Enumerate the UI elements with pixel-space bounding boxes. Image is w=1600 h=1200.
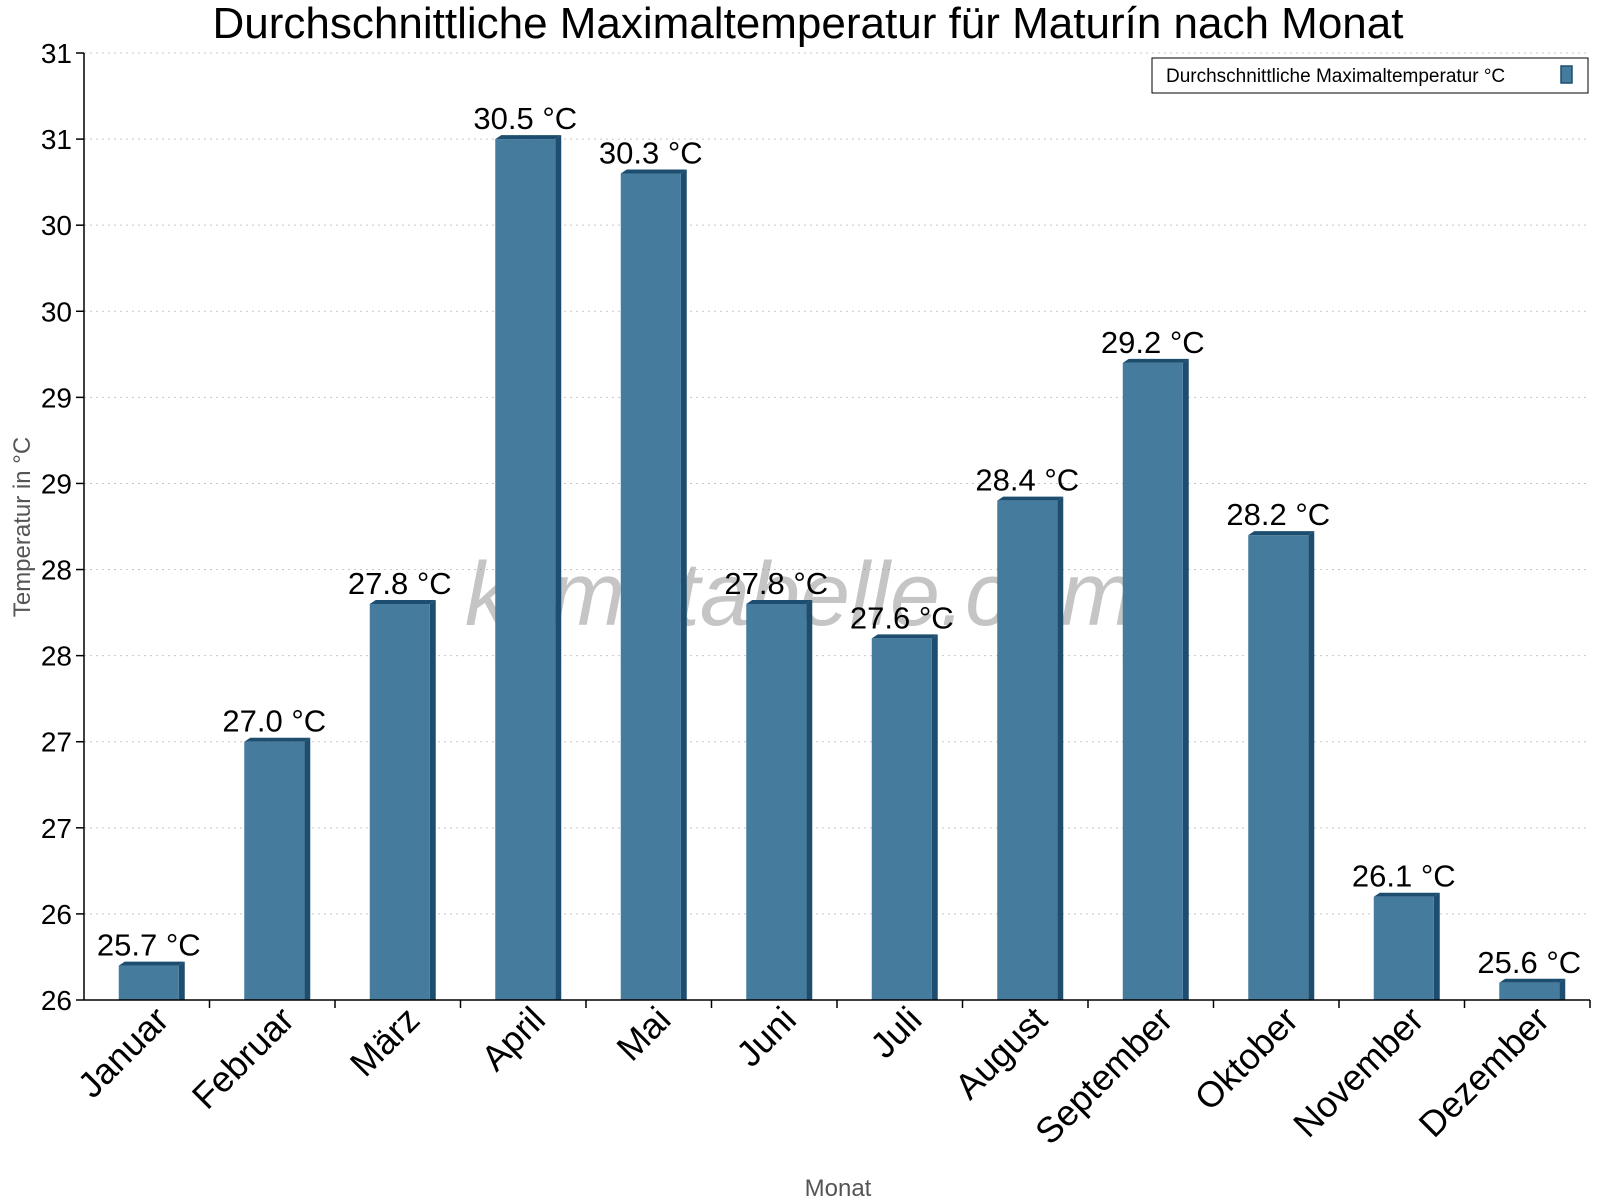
y-tick-label: 29 [41,468,72,499]
bar-side [1559,978,1566,1000]
bar [620,173,681,1000]
x-tick-label: September [1027,999,1181,1153]
y-tick-label: 29 [41,382,72,413]
y-tick-label: 26 [41,985,72,1016]
bar [369,603,430,1000]
x-tick-label: Januar [70,999,177,1106]
y-tick-label: 27 [41,727,72,758]
bar-top [1499,978,1566,983]
bar-top [1122,358,1189,363]
value-label: 27.6 °C [850,600,954,635]
x-tick-label: Dezember [1410,999,1556,1145]
y-axis-title: Temperatur in °C [9,437,36,617]
bar-side [1057,496,1064,1000]
bar-side [1182,358,1189,1001]
x-tick-label: November [1285,999,1431,1145]
bar-top [244,737,311,742]
value-label: 26.1 °C [1352,859,1456,894]
x-tick-label: Juli [862,999,929,1066]
y-tick-label: 28 [41,555,72,586]
value-label: 27.8 °C [348,566,452,601]
bar-top [495,135,562,140]
value-label: 25.6 °C [1477,945,1581,980]
bar [1373,896,1434,1000]
legend: Durchschnittliche Maximaltemperatur °C [1151,57,1589,94]
x-tick-label: März [342,999,428,1085]
value-label: 27.0 °C [222,704,326,739]
y-tick-label: 26 [41,899,72,930]
bar-top [620,169,687,174]
bar-top [1248,531,1315,536]
y-ticks: 26 26 27 27 28 28 29 29 30 30 31 31 [41,38,84,1016]
bar-side [555,135,562,1000]
value-label: 29.2 °C [1101,325,1205,360]
value-label: 28.2 °C [1226,497,1330,532]
y-tick-label: 28 [41,641,72,672]
bar-side [1308,531,1315,1000]
bar [746,603,807,1000]
bar-side [931,634,938,1000]
bar-side [680,169,687,1000]
value-label: 30.5 °C [473,101,577,136]
bar [871,638,932,1000]
x-tick-label: Mai [608,999,678,1069]
x-tick-label: April [473,999,553,1079]
bar-top [997,496,1064,501]
bar [997,500,1058,1000]
bar [1122,362,1183,1001]
x-tick-label: Juni [728,999,804,1075]
value-label: 25.7 °C [97,928,201,963]
x-axis-title: Monat [805,1175,872,1200]
value-label: 30.3 °C [599,136,703,171]
bar-top [746,599,813,604]
x-tick-label: Februar [184,999,302,1117]
bar-top [118,961,185,966]
legend-swatch [1560,65,1573,84]
x-ticks: Januar Februar März April Mai Juni Juli AugustS… [70,999,1591,1153]
y-tick-label: 31 [41,38,72,69]
bar-side [429,599,436,1000]
value-label: 27.8 °C [724,566,828,601]
bar [495,139,556,1000]
bars [118,135,1566,1001]
y-tick-label: 31 [41,124,72,155]
x-tick-label: Oktober [1186,999,1306,1119]
y-tick-label: 30 [41,296,72,327]
value-label: 28.4 °C [975,463,1079,498]
bar-side [178,961,185,1000]
bar-top [871,634,938,639]
y-tick-label: 30 [41,210,72,241]
bar [1499,982,1560,1000]
bar-side [304,737,311,1000]
bar-side [806,599,813,1000]
x-tick-label: August [947,999,1055,1107]
legend-label: Durchschnittliche Maximaltemperatur °C [1166,66,1505,87]
legend-box [1151,57,1589,94]
value-labels: 25.7 °C 27.0 °C 27.8 °C 30.5 °C 30.3 °C 27.8 … [97,101,1581,980]
bar-top [369,599,436,604]
bar [244,741,305,1000]
y-tick-label: 27 [41,813,72,844]
bar-side [1433,892,1440,1000]
bar-top [1373,892,1440,897]
bar [1248,535,1309,1000]
bar [118,965,179,1000]
chart-title: Durchschnittliche Maximaltemperatur für … [213,0,1404,48]
gridlines [84,52,1590,915]
